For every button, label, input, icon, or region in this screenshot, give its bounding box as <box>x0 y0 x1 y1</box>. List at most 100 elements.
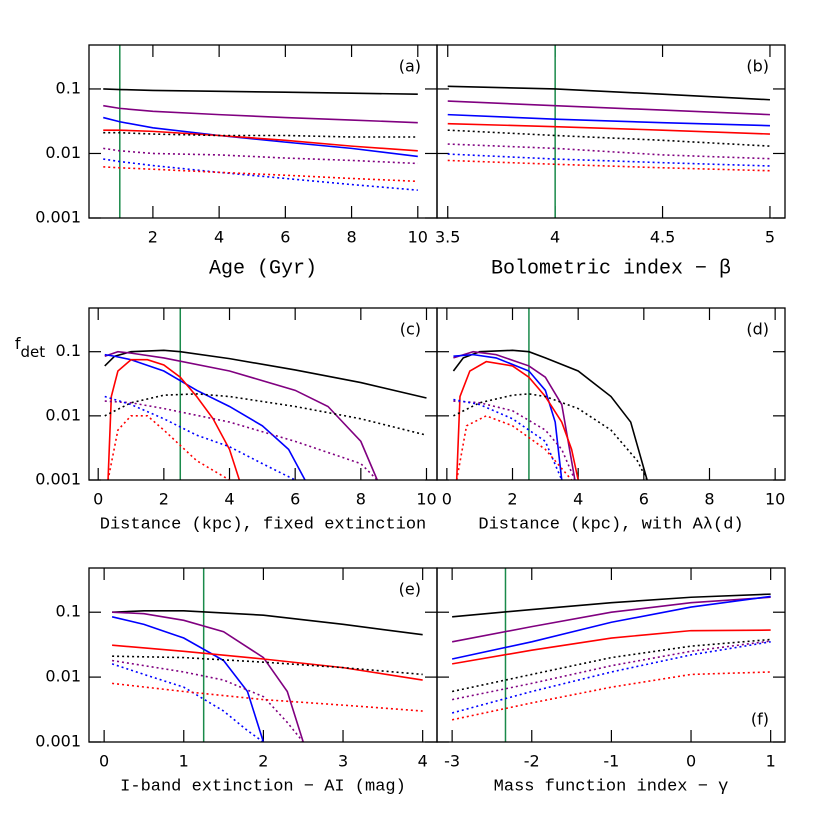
series-line <box>103 147 418 165</box>
x-tick-label: 4 <box>214 228 224 247</box>
series-line <box>112 655 423 676</box>
series-line <box>447 153 770 167</box>
x-axis-label: Age (Gyr) <box>209 257 317 280</box>
plot-frame <box>88 567 438 743</box>
series-line <box>447 129 771 147</box>
series-line <box>451 671 771 721</box>
x-tick-label: -2 <box>524 752 540 771</box>
panel: -3 -2 -1 0 1 (f) Mass function index − γ <box>436 567 786 796</box>
series-line <box>451 629 771 665</box>
series-line <box>451 640 771 701</box>
panel-label: (b) <box>746 57 769 76</box>
series-line <box>107 415 230 481</box>
x-tick-label: 0 <box>99 752 109 771</box>
series-line <box>451 641 771 714</box>
plot-frame <box>436 307 786 481</box>
x-tick-label: 10 <box>408 228 428 247</box>
series-line <box>447 159 770 172</box>
panel-label: (c) <box>400 320 421 339</box>
x-axis-label: Distance (kpc), fixed extinction <box>100 515 426 534</box>
panel-label: (e) <box>399 580 421 599</box>
series-line <box>453 398 563 481</box>
y-tick-label: 0.001 <box>35 732 81 751</box>
series-line <box>455 414 573 481</box>
series-line <box>104 395 296 481</box>
x-tick-label: 4 <box>224 490 234 509</box>
series-line <box>103 88 418 95</box>
series-line <box>447 122 770 135</box>
plot-frame <box>88 307 438 481</box>
panel-label: (a) <box>399 57 421 76</box>
x-tick-label: 6 <box>639 490 649 509</box>
series-line <box>111 616 265 743</box>
series-line <box>104 393 427 436</box>
y-tick-label: 0.001 <box>35 208 81 227</box>
x-tick-label: -1 <box>603 752 619 771</box>
x-tick-label: 8 <box>704 490 714 509</box>
panel: 0.001 0.01 0.1 2 4 6 8 10 (a) Age (Gyr) <box>35 44 438 280</box>
plot-frame <box>436 44 786 219</box>
series-line <box>107 358 241 481</box>
x-tick-label: 0 <box>686 752 696 771</box>
series-line <box>103 116 418 158</box>
series-line <box>453 353 563 481</box>
x-tick-label: 6 <box>290 490 300 509</box>
y-axis-label-sub: det <box>21 343 46 361</box>
x-tick-label: 1 <box>766 752 776 771</box>
y-tick-label: 0.001 <box>35 470 81 489</box>
x-tick-label: 4 <box>550 228 560 247</box>
x-tick-label: 6 <box>280 228 290 247</box>
x-axis-label: I-band extinction − AI (mag) <box>120 777 406 796</box>
series-line <box>103 166 418 183</box>
series-line <box>447 100 770 116</box>
series-line <box>112 610 423 636</box>
panel: 0.001 0.01 0.1 0 1 2 3 4 (e) I-band extinction − … <box>35 567 438 796</box>
y-tick-label: 0.01 <box>45 405 81 424</box>
x-tick-label: 0 <box>442 490 452 509</box>
series-line <box>452 349 648 481</box>
x-tick-label: 5 <box>765 228 775 247</box>
x-tick-label: 8 <box>356 490 366 509</box>
x-axis-label: Distance (kpc), with Aλ(d) <box>478 515 743 534</box>
x-tick-label: 0 <box>93 490 103 509</box>
series-line <box>111 659 304 743</box>
series-line <box>103 129 418 152</box>
x-tick-label: 2 <box>507 490 517 509</box>
series-line <box>447 85 771 101</box>
x-tick-label: 10 <box>765 490 785 509</box>
y-axis-label: fdet <box>15 334 45 361</box>
series-line <box>112 644 423 681</box>
plot-frame <box>436 567 786 743</box>
y-tick-label: 0.1 <box>56 602 81 621</box>
series-line <box>104 353 306 481</box>
x-tick-label: 3 <box>338 752 348 771</box>
x-tick-label: 4 <box>573 490 583 509</box>
series-line <box>451 595 771 660</box>
x-tick-label: 3.5 <box>435 228 460 247</box>
series-line <box>447 113 770 127</box>
x-tick-label: 4.5 <box>650 228 675 247</box>
series-line <box>452 593 771 618</box>
x-tick-label: 2 <box>258 752 268 771</box>
series-line <box>455 360 579 481</box>
x-axis-label: Bolometric index − β <box>491 257 731 280</box>
x-tick-label: 4 <box>418 752 428 771</box>
panel: 0.001 0.01 0.1 0 2 4 6 8 10 (c) Distance (kpc), fi… <box>15 307 438 534</box>
y-tick-label: 0.01 <box>45 667 81 686</box>
y-tick-label: 0.01 <box>45 143 81 162</box>
x-tick-label: 8 <box>346 228 356 247</box>
series-line <box>103 131 418 138</box>
series-line <box>112 611 304 743</box>
series-line <box>104 350 378 481</box>
series-line <box>453 400 576 481</box>
series-line <box>104 400 378 481</box>
panel-label: (f) <box>751 710 769 729</box>
x-tick-label: 1 <box>179 752 189 771</box>
x-axis-label: Mass function index − γ <box>494 777 729 796</box>
x-tick-label: 2 <box>159 490 169 509</box>
series-line <box>103 104 418 124</box>
y-tick-label: 0.1 <box>56 341 81 360</box>
y-tick-label: 0.1 <box>56 78 81 97</box>
panel: 0 2 4 6 8 10 (d) Distance (kpc), with Aλ(d) <box>436 307 786 534</box>
